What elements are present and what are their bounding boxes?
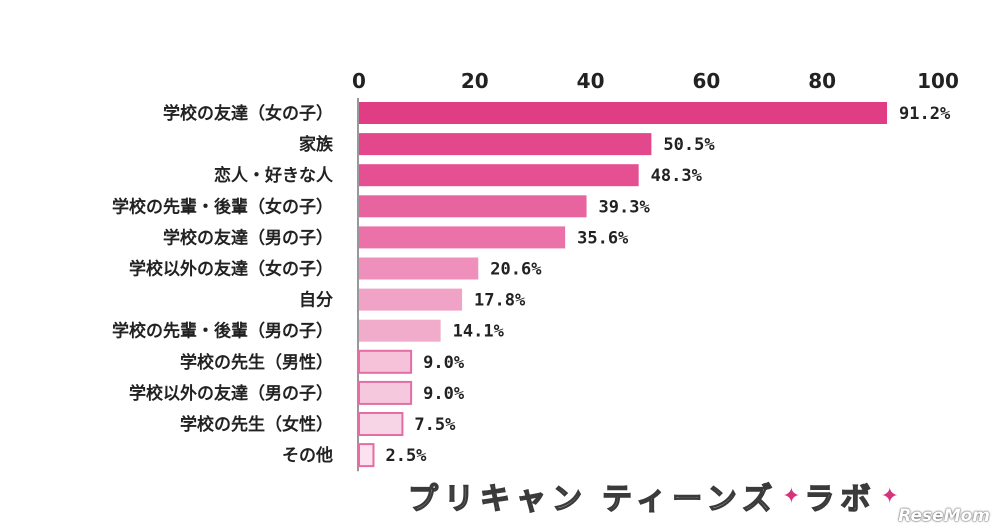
- category-label: その他: [282, 445, 333, 466]
- data-label: 7.5%: [414, 415, 456, 435]
- axis-tick-label: 100: [917, 69, 959, 93]
- axis-tick-label: 20: [461, 69, 489, 93]
- bar: [358, 349, 413, 374]
- category-label: 学校以外の友達（女の子）: [129, 259, 333, 280]
- logo-text-3: ラボ: [804, 481, 877, 517]
- watermark: ReseMom: [898, 506, 990, 526]
- axis-tick-label: 0: [352, 69, 366, 93]
- bar: [359, 257, 479, 280]
- bar: [359, 102, 888, 124]
- bar: [359, 164, 639, 187]
- category-label: 家族: [299, 134, 334, 155]
- data-label: 35.6%: [577, 228, 629, 248]
- data-label: 9.0%: [423, 353, 465, 373]
- data-label: 20.6%: [490, 260, 542, 280]
- data-label: 48.3%: [651, 166, 703, 186]
- category-label: 学校の先生（男性）: [180, 352, 333, 373]
- category-label: 学校の友達（男の子）: [163, 227, 333, 248]
- data-label: 50.5%: [663, 135, 715, 155]
- logo-text-2: ティーンズ: [601, 481, 779, 517]
- category-label: 自分: [299, 290, 333, 311]
- category-label: 学校の友達（女の子）: [163, 103, 333, 124]
- bar: [359, 133, 652, 156]
- data-label: 91.2%: [899, 104, 951, 124]
- bar: [359, 288, 463, 311]
- data-label: 2.5%: [385, 446, 427, 466]
- category-label: 学校以外の友達（男の子）: [129, 383, 333, 404]
- data-label: 39.3%: [599, 197, 651, 217]
- logo-text-1: プリキャン: [407, 481, 588, 517]
- bar: [358, 380, 413, 405]
- axis-tick-label: 60: [692, 69, 720, 93]
- category-label: 学校の先輩・後輩（男の子）: [112, 321, 333, 342]
- axis-tick-label: 40: [577, 69, 605, 93]
- brand-logo: プリキャン ティーンズ ✦ ラボ ✦: [407, 474, 903, 518]
- bar: [358, 443, 375, 468]
- bar: [358, 412, 404, 436]
- axis-tick-label: 80: [808, 69, 836, 93]
- bar: [359, 319, 441, 342]
- category-label: 学校の先生（女性）: [180, 414, 333, 435]
- bar: [359, 226, 566, 249]
- sparkle-icon: ✦: [782, 483, 801, 509]
- category-label: 恋人・好きな人: [214, 165, 334, 186]
- data-label: 9.0%: [423, 384, 465, 404]
- bar: [359, 195, 587, 218]
- sparkle-icon: ✦: [880, 483, 899, 509]
- data-label: 14.1%: [453, 322, 505, 342]
- category-label: 学校の先輩・後輩（女の子）: [112, 196, 333, 217]
- data-label: 17.8%: [474, 291, 526, 311]
